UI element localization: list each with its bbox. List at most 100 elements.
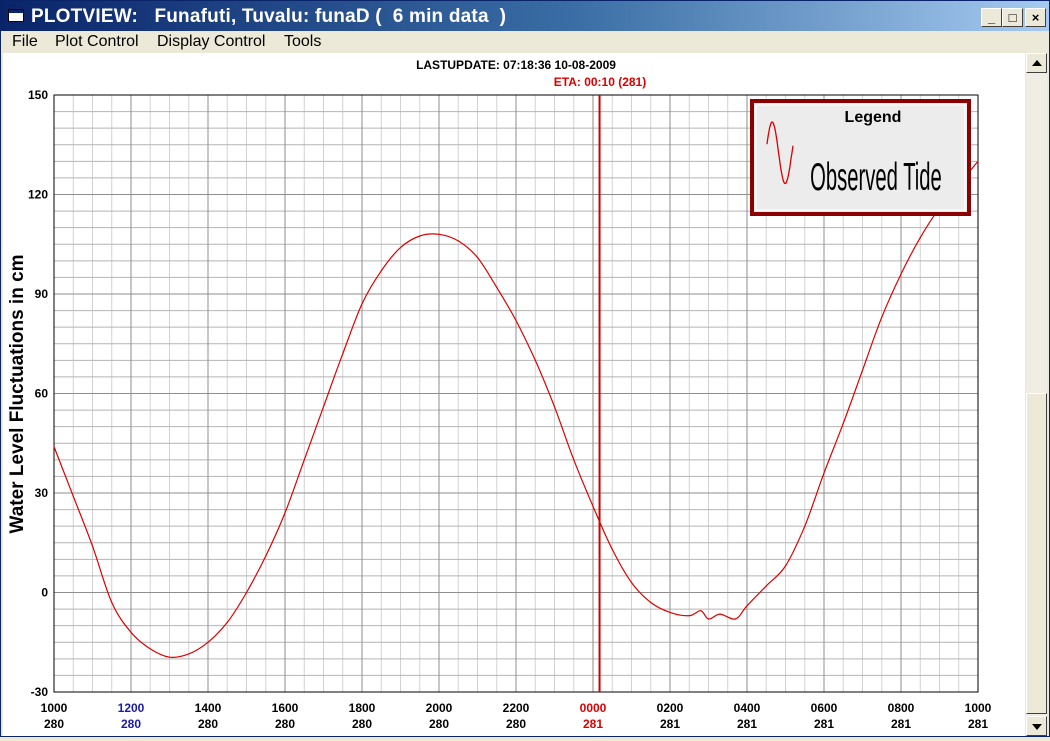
x-tick-time-label: 0000	[580, 701, 607, 715]
x-tick-day-label: 281	[660, 717, 680, 731]
x-tick-time-label: 1200	[118, 701, 145, 715]
y-tick-label: 150	[28, 88, 48, 102]
series-point	[438, 233, 440, 235]
eta-text: ETA: 00:10 (281)	[554, 75, 646, 89]
series-point	[592, 505, 594, 507]
y-tick-label: -30	[31, 685, 49, 699]
series-point	[842, 422, 844, 424]
scroll-down-button[interactable]	[1026, 716, 1047, 736]
series-point	[861, 369, 864, 371]
series-point	[476, 256, 479, 259]
series-point	[168, 656, 171, 658]
series-point	[91, 545, 94, 547]
series-point	[719, 613, 721, 615]
series-point	[977, 160, 979, 162]
series-point	[226, 621, 228, 624]
x-tick-time-label: 0400	[734, 701, 761, 715]
x-tick-time-label: 1400	[195, 701, 222, 715]
y-tick-label: 60	[35, 387, 49, 401]
close-button[interactable]: ×	[1025, 8, 1046, 27]
arrow-down-icon	[1032, 724, 1042, 730]
x-tick-time-label: 1000	[41, 701, 68, 715]
series-point	[72, 495, 74, 497]
x-tick-time-label: 2200	[503, 701, 530, 715]
y-tick-label: 0	[41, 586, 48, 600]
window-title: PLOTVIEW: Funafuti, Tuvalu: funaD ( 6 mi…	[31, 6, 507, 27]
menu-file[interactable]: File	[12, 33, 38, 50]
series-point	[881, 316, 883, 318]
x-tick-time-label: 1000	[965, 701, 992, 715]
y-tick-label: 120	[28, 188, 48, 202]
series-point	[496, 286, 498, 288]
series-point	[284, 512, 286, 514]
series-point	[650, 601, 652, 604]
series-point	[700, 610, 702, 612]
last-update-text: LASTUPDATE: 07:18:36 10-08-2009	[416, 58, 616, 72]
x-tick-time-label: 0600	[811, 701, 838, 715]
series-point	[611, 548, 613, 550]
legend: Legend Observed Tide	[750, 99, 971, 216]
series-point	[188, 653, 190, 655]
series-point	[823, 472, 825, 474]
series-point	[515, 319, 517, 322]
series-point	[361, 303, 363, 305]
series-point	[322, 406, 325, 408]
series-point	[111, 601, 113, 604]
scroll-up-button[interactable]	[1026, 53, 1047, 73]
title-bar[interactable]: PLOTVIEW: Funafuti, Tuvalu: funaD ( 6 mi…	[1, 1, 1049, 31]
series-point	[399, 247, 402, 249]
series-point	[669, 611, 671, 614]
x-tick-day-label: 281	[814, 717, 834, 731]
vertical-scrollbar[interactable]	[1026, 53, 1047, 736]
series-point	[265, 555, 267, 557]
x-tick-time-label: 1800	[349, 701, 376, 715]
x-tick-time-label: 1600	[272, 701, 299, 715]
x-tick-day-label: 280	[275, 717, 295, 731]
series-point	[784, 565, 787, 567]
x-tick-day-label: 280	[44, 717, 64, 731]
series-group	[53, 160, 979, 658]
series-point	[573, 459, 575, 461]
series-point	[765, 585, 767, 587]
series-point	[149, 648, 151, 650]
maximize-button[interactable]: □	[1002, 8, 1023, 27]
minimize-button[interactable]: _	[981, 8, 1002, 27]
x-tick-time-label: 0200	[657, 701, 684, 715]
x-tick-day-label: 280	[198, 717, 218, 731]
x-tick-day-label: 280	[121, 717, 141, 731]
x-tick-day-label: 281	[737, 717, 757, 731]
scroll-thumb[interactable]	[1026, 393, 1047, 714]
legend-title: Legend	[845, 109, 902, 126]
x-tick-time-label: 2000	[426, 701, 453, 715]
y-axis: -30 0 30 60 90 120 150	[28, 88, 48, 699]
legend-wave-icon	[766, 121, 794, 185]
series-point	[746, 605, 748, 607]
x-tick-time-label: 0800	[888, 701, 915, 715]
x-tick-day-label: 280	[429, 717, 449, 731]
plot-area: LASTUPDATE: 07:18:36 10-08-2009 ETA: 00:…	[3, 53, 1025, 736]
x-tick-day-label: 281	[583, 717, 603, 731]
arrow-up-icon	[1032, 60, 1042, 66]
series-point	[457, 240, 459, 242]
series-point	[130, 631, 132, 633]
legend-box	[750, 99, 971, 216]
plot-frame	[53, 94, 979, 693]
menu-bar: File Plot Control Display Control Tools	[1, 31, 1049, 53]
series-point	[342, 353, 344, 355]
menu-tools[interactable]: Tools	[284, 33, 322, 50]
series-point	[534, 359, 536, 361]
series-point	[380, 270, 382, 272]
series-point	[53, 446, 55, 448]
series-point	[688, 615, 690, 617]
x-tick-day-label: 281	[968, 717, 988, 731]
x-tick-day-label: 280	[352, 717, 372, 731]
menu-plot-control[interactable]: Plot Control	[55, 33, 139, 50]
legend-entry-label: Observed Tide	[810, 155, 942, 199]
y-tick-label: 90	[35, 287, 49, 301]
menu-display-control[interactable]: Display Control	[157, 33, 266, 50]
app-window-icon[interactable]	[8, 9, 24, 22]
legend-inner-border	[755, 104, 966, 211]
series-point	[707, 618, 710, 620]
y-tick-label: 30	[35, 486, 49, 500]
